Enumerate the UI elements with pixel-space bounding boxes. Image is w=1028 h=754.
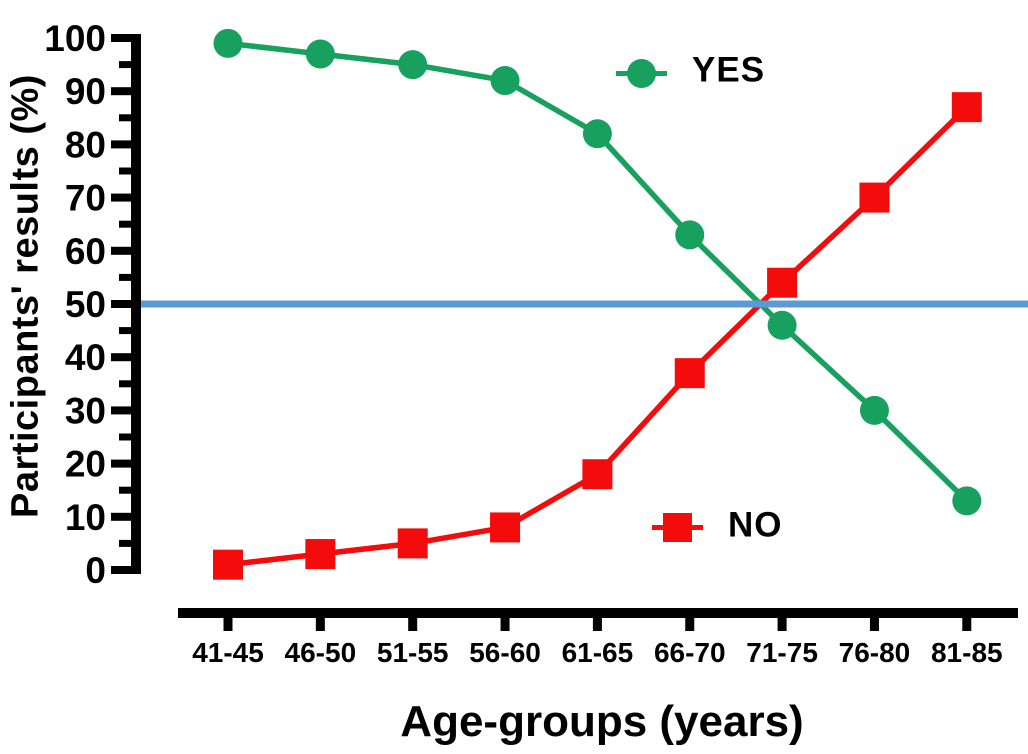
- no-data-point: [859, 182, 890, 213]
- y-axis-major-tick: [111, 34, 131, 42]
- x-axis-title: Age-groups (years): [400, 697, 804, 746]
- yes-data-point: [767, 310, 797, 340]
- x-axis-tick-label: 76-80: [839, 637, 911, 668]
- no-data-point: [582, 459, 613, 490]
- yes-legend-marker-icon: [627, 59, 656, 88]
- y-axis-tick-label: 70: [65, 178, 106, 219]
- x-axis-tick: [777, 618, 787, 631]
- no-data-point: [767, 267, 798, 298]
- y-axis-tick-label: 30: [65, 390, 106, 431]
- no-data-point: [397, 528, 428, 559]
- y-axis-major-tick: [111, 140, 131, 149]
- y-axis-major-tick: [111, 406, 131, 415]
- x-axis-tick: [869, 618, 879, 631]
- y-axis-minor-tick: [119, 114, 131, 122]
- y-axis-minor-tick: [119, 220, 131, 228]
- reference-line-50pct: [141, 300, 1028, 308]
- yes-data-point: [305, 39, 335, 69]
- yes-series-line: [227, 40, 969, 503]
- x-axis-tick: [962, 618, 972, 631]
- x-axis-tick-label: 66-70: [654, 637, 726, 668]
- x-axis-tick-label: 71-75: [746, 637, 818, 668]
- y-axis-tick-label: 60: [65, 231, 106, 272]
- x-axis-tick-label: 46-50: [285, 637, 357, 668]
- no-data-point: [674, 358, 705, 389]
- yes-data-point: [582, 119, 612, 149]
- yes-legend-label: YES: [692, 50, 766, 90]
- no-data-point: [213, 549, 243, 580]
- y-axis-major-tick: [111, 512, 131, 521]
- no-legend-label: NO: [728, 505, 783, 545]
- y-axis-minor-tick: [119, 167, 131, 175]
- x-axis-tick-label: 56-60: [469, 637, 541, 668]
- y-axis-minor-tick: [119, 539, 131, 547]
- y-axis-minor-tick: [119, 380, 131, 388]
- y-axis-line: [131, 34, 141, 574]
- y-axis-minor-tick: [119, 327, 131, 335]
- y-axis-minor-tick: [119, 433, 131, 441]
- yes-data-point: [490, 66, 520, 96]
- y-axis-tick-label: 0: [85, 550, 106, 591]
- y-axis-tick-label: 90: [65, 71, 106, 112]
- y-axis-title: Participants' results (%): [4, 74, 47, 518]
- x-axis-line: [178, 608, 1018, 618]
- no-legend-marker-icon: [663, 513, 692, 542]
- x-axis-tick: [592, 618, 602, 631]
- y-axis-major-tick: [111, 459, 131, 468]
- y-axis-tick-label: 100: [44, 18, 106, 59]
- x-axis-tick: [315, 618, 325, 631]
- y-axis-tick-label: 80: [65, 124, 106, 165]
- yes-data-point: [859, 395, 889, 425]
- x-axis-tick: [223, 618, 233, 631]
- yes-data-point: [213, 28, 243, 58]
- y-axis-tick-label: 50: [65, 284, 106, 325]
- y-axis-minor-tick: [119, 61, 131, 69]
- y-axis-minor-tick: [119, 273, 131, 281]
- y-axis-major-tick: [111, 353, 131, 362]
- yes-data-point: [398, 50, 428, 80]
- x-axis-tick: [685, 618, 695, 631]
- y-axis-tick-label: 10: [65, 497, 106, 538]
- y-axis-tick-label: 40: [65, 337, 106, 378]
- x-axis-tick-label: 61-65: [562, 637, 634, 668]
- x-axis-tick: [500, 618, 510, 631]
- no-data-point: [951, 92, 982, 123]
- x-axis-tick-label: 81-85: [931, 637, 1003, 668]
- y-axis-major-tick: [111, 566, 131, 574]
- x-axis-tick-label: 51-55: [377, 637, 449, 668]
- x-axis-tick: [408, 618, 418, 631]
- no-data-point: [305, 539, 336, 570]
- y-axis-tick-label: 20: [65, 444, 106, 485]
- yes-data-point: [675, 220, 705, 250]
- no-series-line: [227, 105, 969, 568]
- y-axis-major-tick: [111, 87, 131, 96]
- y-axis-major-tick: [111, 300, 131, 308]
- y-axis-major-tick: [111, 193, 131, 202]
- x-axis-tick-label: 41-45: [192, 637, 264, 668]
- y-axis-major-tick: [111, 246, 131, 255]
- no-data-point: [490, 512, 521, 543]
- y-axis-minor-tick: [119, 486, 131, 494]
- yes-data-point: [952, 486, 982, 516]
